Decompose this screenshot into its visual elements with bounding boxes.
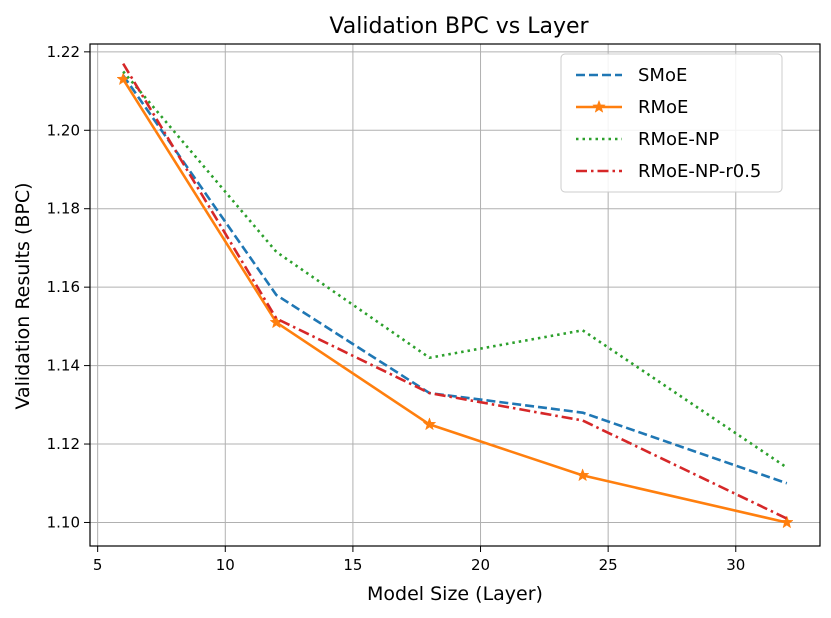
grid: [90, 44, 820, 546]
ticks: 5 10 15 20 25 30 1.10 1.12 1.14 1.16 1.18 1.20 1.22: [47, 43, 746, 574]
legend: SMoE RMoE RMoE-NP RMoE-NP-r0.5: [560, 53, 783, 193]
y-tick-label: 1.22: [47, 43, 80, 61]
data-point-rmoe: [422, 417, 437, 431]
x-tick-label: 20: [471, 556, 490, 574]
y-tick-label: 1.18: [47, 200, 80, 218]
y-tick-label: 1.10: [47, 513, 80, 531]
legend-box: [560, 53, 783, 193]
y-tick-label: 1.14: [47, 357, 80, 375]
series-line-rmoe-np: [122, 70, 788, 469]
y-axis-title: Validation Results (BPC): [12, 182, 34, 409]
x-tick-label: 10: [216, 556, 235, 574]
x-tick-label: 5: [93, 556, 103, 574]
chart-title: Validation BPC vs Layer: [329, 14, 589, 39]
legend-label-smoe: SMoE: [638, 65, 687, 86]
legend-marker-rmoe: [592, 99, 606, 113]
series-line-rmoe-np-r0-5: [122, 62, 788, 520]
plot-frame: [89, 43, 821, 547]
y-tick-label: 1.12: [47, 435, 80, 453]
x-tick-label: 30: [726, 556, 745, 574]
legend-label-rmoe: RMoE: [638, 97, 688, 118]
series-layer: [116, 62, 794, 529]
y-tick-label: 1.16: [47, 278, 80, 296]
legend-label-rmoe-np-r0-5: RMoE-NP-r0.5: [638, 161, 761, 182]
x-tick-label: 25: [599, 556, 618, 574]
y-tick-label: 1.20: [47, 121, 80, 139]
x-tick-label: 15: [343, 556, 362, 574]
data-point-rmoe: [575, 468, 590, 482]
legend-label-rmoe-np: RMoE-NP: [638, 129, 719, 150]
data-point-rmoe: [779, 515, 794, 529]
x-axis-title: Model Size (Layer): [367, 583, 543, 605]
